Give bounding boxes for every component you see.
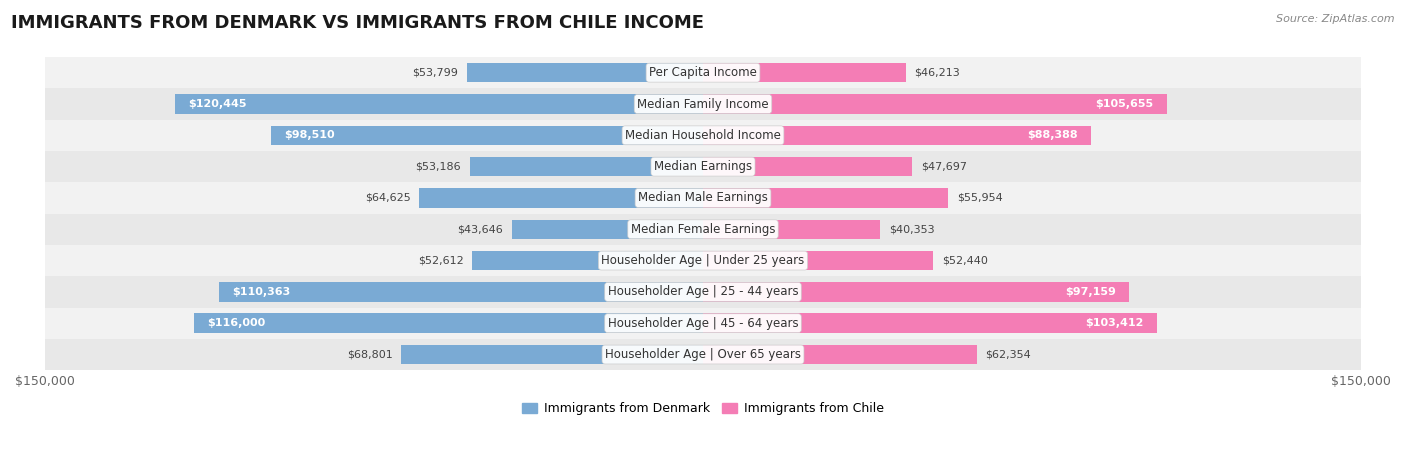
Bar — [703, 188, 949, 208]
Bar — [174, 94, 703, 113]
Bar — [45, 245, 1361, 276]
Bar — [703, 345, 977, 364]
Bar — [703, 219, 880, 239]
Text: Median Male Earnings: Median Male Earnings — [638, 191, 768, 205]
Bar — [703, 126, 1091, 145]
Bar — [45, 308, 1361, 339]
Text: $120,445: $120,445 — [188, 99, 246, 109]
Text: $88,388: $88,388 — [1026, 130, 1077, 140]
Text: $116,000: $116,000 — [207, 318, 266, 328]
Bar — [703, 313, 1157, 333]
Bar — [401, 345, 703, 364]
Bar — [703, 157, 912, 177]
Bar — [703, 251, 934, 270]
Text: $43,646: $43,646 — [457, 224, 503, 234]
Text: Householder Age | 25 - 44 years: Householder Age | 25 - 44 years — [607, 285, 799, 298]
Text: $52,612: $52,612 — [418, 255, 464, 266]
Text: $103,412: $103,412 — [1085, 318, 1143, 328]
Bar — [45, 339, 1361, 370]
Bar — [271, 126, 703, 145]
Text: Householder Age | 45 - 64 years: Householder Age | 45 - 64 years — [607, 317, 799, 330]
Bar — [45, 151, 1361, 182]
Bar — [45, 57, 1361, 88]
Text: $62,354: $62,354 — [986, 349, 1031, 360]
Bar — [472, 251, 703, 270]
Text: $105,655: $105,655 — [1095, 99, 1153, 109]
Text: Median Female Earnings: Median Female Earnings — [631, 223, 775, 236]
Bar — [703, 282, 1129, 302]
Text: $110,363: $110,363 — [232, 287, 290, 297]
Text: $46,213: $46,213 — [914, 68, 960, 78]
Text: $53,186: $53,186 — [415, 162, 461, 172]
Text: IMMIGRANTS FROM DENMARK VS IMMIGRANTS FROM CHILE INCOME: IMMIGRANTS FROM DENMARK VS IMMIGRANTS FR… — [11, 14, 704, 32]
Text: Householder Age | Under 25 years: Householder Age | Under 25 years — [602, 254, 804, 267]
Bar — [703, 63, 905, 82]
Text: Per Capita Income: Per Capita Income — [650, 66, 756, 79]
Text: $55,954: $55,954 — [957, 193, 1002, 203]
Text: $98,510: $98,510 — [284, 130, 335, 140]
Bar — [467, 63, 703, 82]
Bar — [419, 188, 703, 208]
Text: Median Family Income: Median Family Income — [637, 98, 769, 111]
Text: $47,697: $47,697 — [921, 162, 967, 172]
Bar — [470, 157, 703, 177]
Text: Householder Age | Over 65 years: Householder Age | Over 65 years — [605, 348, 801, 361]
Text: Median Earnings: Median Earnings — [654, 160, 752, 173]
Bar — [45, 276, 1361, 308]
Bar — [45, 88, 1361, 120]
Text: Source: ZipAtlas.com: Source: ZipAtlas.com — [1277, 14, 1395, 24]
Text: $52,440: $52,440 — [942, 255, 987, 266]
Bar — [194, 313, 703, 333]
Bar — [703, 94, 1167, 113]
Text: $53,799: $53,799 — [412, 68, 458, 78]
Legend: Immigrants from Denmark, Immigrants from Chile: Immigrants from Denmark, Immigrants from… — [517, 397, 889, 420]
Bar — [45, 213, 1361, 245]
Text: $40,353: $40,353 — [889, 224, 935, 234]
Text: Median Household Income: Median Household Income — [626, 129, 780, 142]
Bar — [219, 282, 703, 302]
Bar — [512, 219, 703, 239]
Text: $64,625: $64,625 — [366, 193, 411, 203]
Text: $68,801: $68,801 — [347, 349, 392, 360]
Bar — [45, 120, 1361, 151]
Bar — [45, 182, 1361, 213]
Text: $97,159: $97,159 — [1066, 287, 1116, 297]
